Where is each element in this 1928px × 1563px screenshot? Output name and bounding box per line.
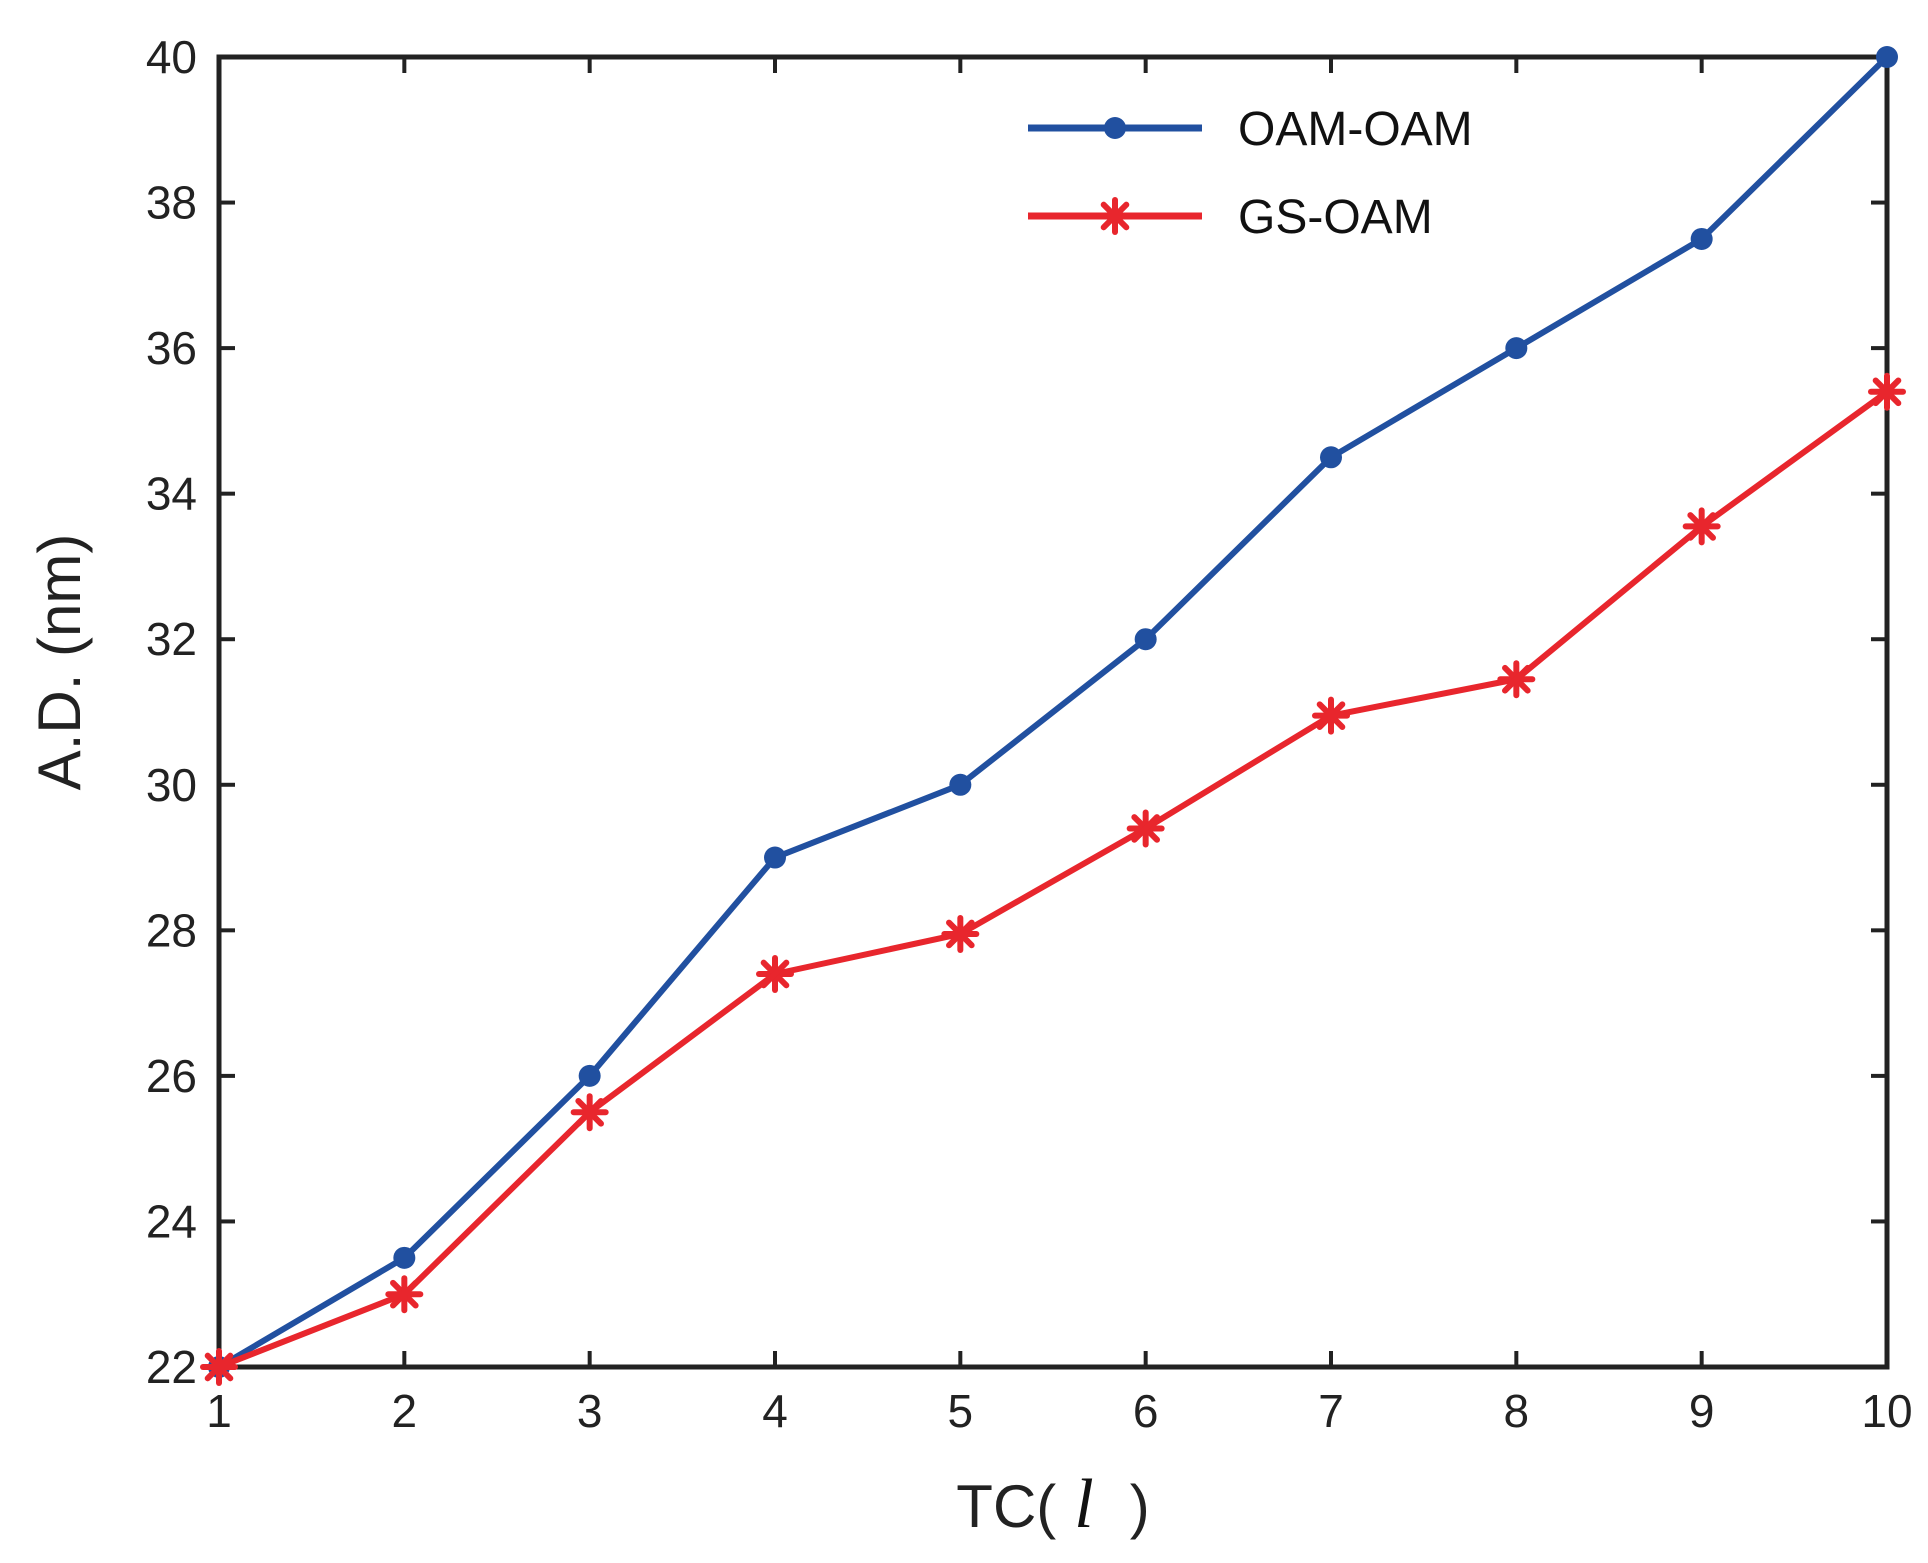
point-gs-oam-7 bbox=[1312, 696, 1350, 735]
plot-area-frame bbox=[216, 54, 1890, 1370]
legend-star-glyph bbox=[1096, 197, 1134, 235]
x-tick-label-3: 3 bbox=[577, 1385, 603, 1437]
x-tick-label-5: 5 bbox=[948, 1385, 974, 1437]
point-gs-oam-3 bbox=[570, 1093, 609, 1132]
x-tick-label-8: 8 bbox=[1504, 1385, 1530, 1437]
point-oam-oam-8 bbox=[1505, 337, 1528, 360]
point-oam-oam-3 bbox=[578, 1064, 601, 1087]
x-tick-label-4: 4 bbox=[762, 1385, 788, 1437]
y-tick-label-38: 38 bbox=[146, 177, 197, 229]
point-oam-oam-7 bbox=[1320, 446, 1342, 469]
point-oam-oam-10 bbox=[1876, 46, 1898, 68]
point-oam-oam-2 bbox=[393, 1246, 416, 1269]
legend-label-oam-oam: OAM-OAM bbox=[1238, 103, 1473, 156]
point-oam-oam-6 bbox=[1134, 628, 1157, 651]
point-gs-oam-4 bbox=[756, 955, 794, 993]
y-axis: 22 24 26 28 30 32 34 36 38 40 bbox=[146, 31, 1887, 1393]
y-axis-title: A.D. (nm) bbox=[26, 534, 93, 791]
point-oam-oam-5 bbox=[949, 773, 972, 796]
legend-marker-oam-oam bbox=[1104, 117, 1126, 139]
x-tick-label-7: 7 bbox=[1318, 1385, 1344, 1437]
y-tick-label-30: 30 bbox=[146, 759, 197, 811]
x-tick-label-10: 10 bbox=[1861, 1385, 1912, 1437]
point-oam-oam-9 bbox=[1690, 227, 1713, 250]
series-line-oam-oam bbox=[217, 54, 1890, 1370]
y-tick-label-36: 36 bbox=[146, 322, 197, 374]
x-axis: 1 2 3 4 5 6 7 8 9 10 bbox=[206, 57, 1913, 1437]
series-line-gs-oam bbox=[217, 389, 1889, 1370]
y-tick-label-40: 40 bbox=[146, 31, 197, 83]
y-tick-label-26: 26 bbox=[146, 1050, 197, 1102]
point-gs-oam-8 bbox=[1497, 660, 1536, 699]
y-tick-label-22: 22 bbox=[146, 1341, 197, 1393]
point-gs-oam-2 bbox=[385, 1275, 424, 1314]
y-tick-label-24: 24 bbox=[146, 1195, 197, 1247]
legend-label-gs-oam: GS-OAM bbox=[1238, 191, 1433, 244]
y-tick-label-34: 34 bbox=[146, 468, 197, 520]
x-tick-label-1: 1 bbox=[206, 1385, 232, 1437]
x-axis-title: TC(l) bbox=[956, 1466, 1149, 1543]
point-oam-oam-4 bbox=[764, 846, 786, 869]
point-gs-oam-9 bbox=[1682, 507, 1721, 546]
x-tick-label-9: 9 bbox=[1689, 1385, 1715, 1437]
point-gs-oam-5 bbox=[941, 914, 980, 953]
y-tick-label-32: 32 bbox=[146, 613, 197, 665]
x-tick-label-2: 2 bbox=[392, 1385, 418, 1437]
series-layer bbox=[200, 46, 1906, 1386]
y-tick-label-28: 28 bbox=[146, 904, 197, 956]
legend-marker-gs-oam bbox=[1096, 197, 1134, 235]
x-tick-label-6: 6 bbox=[1133, 1385, 1159, 1437]
legend: OAM-OAM GS-OAM bbox=[1028, 103, 1473, 244]
point-gs-oam-10 bbox=[1868, 372, 1906, 411]
point-gs-oam-1 bbox=[200, 1348, 238, 1386]
point-gs-oam-6 bbox=[1126, 809, 1165, 848]
